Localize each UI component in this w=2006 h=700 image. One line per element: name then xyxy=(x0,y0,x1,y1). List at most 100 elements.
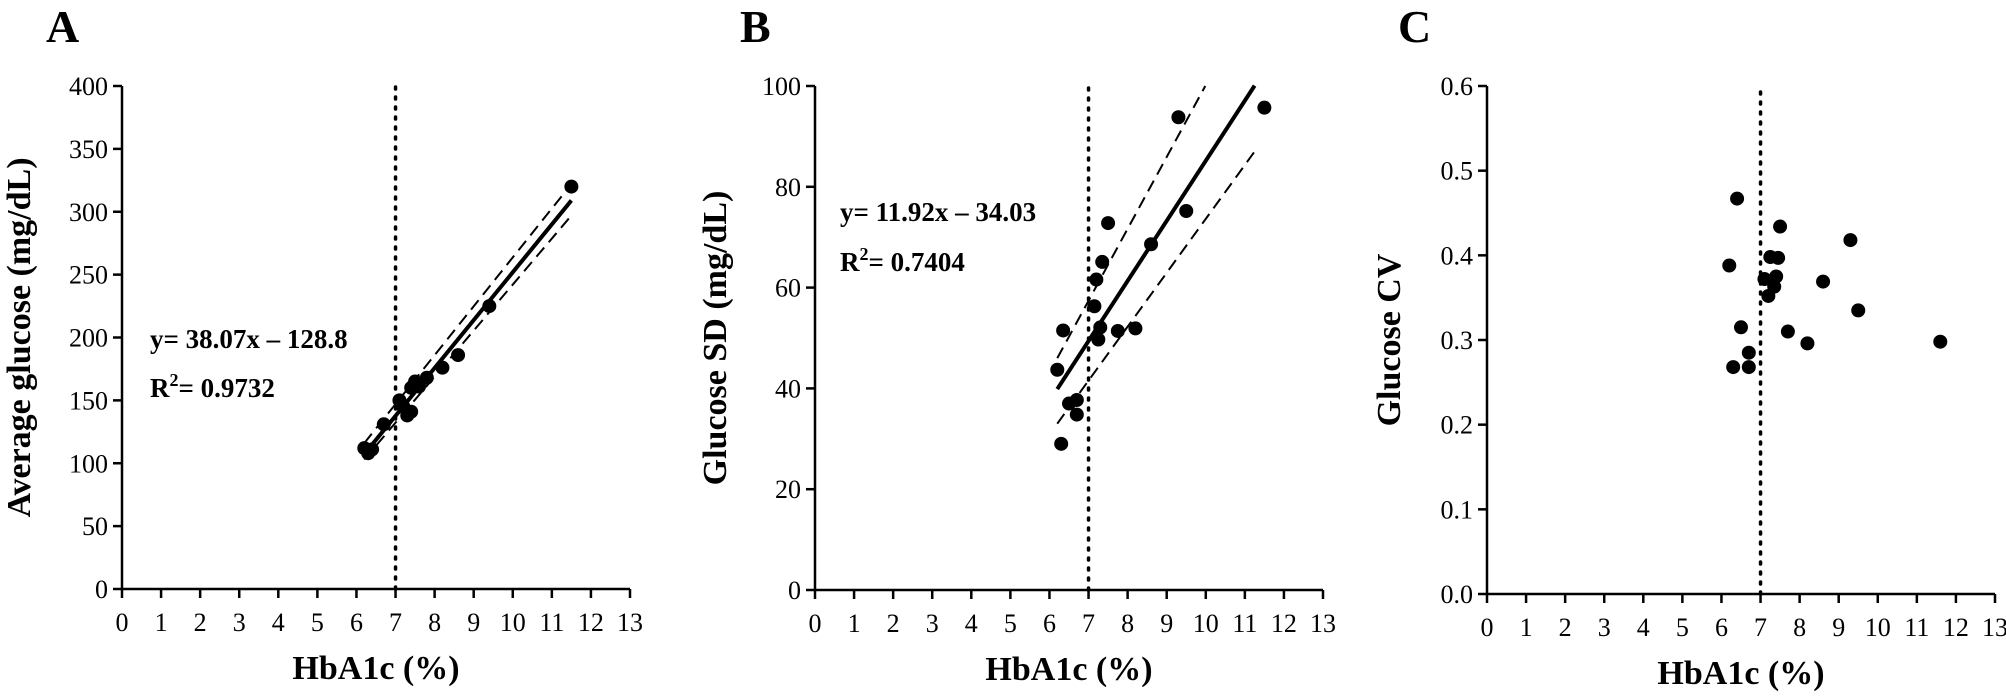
panel-c: C0.00.10.20.30.40.50.60 1 2 3 4 5 6 7 8 9 10 11 12 13… xyxy=(1371,1,2006,692)
x-tick-label: 2 xyxy=(194,608,207,637)
data-point xyxy=(1095,254,1110,269)
data-point xyxy=(435,360,450,375)
x-tick-label: 10 xyxy=(1865,613,1891,642)
x-tick-label: 2 xyxy=(1559,613,1572,642)
y-tick-label: 0.5 xyxy=(1441,157,1474,186)
x-tick-label: 5 xyxy=(1676,613,1689,642)
r-squared-letter: R xyxy=(840,247,860,277)
ci-upper-line xyxy=(1056,85,1207,359)
y-tick-label: 350 xyxy=(69,135,108,164)
x-axis-title: HbA1c (%) xyxy=(985,651,1152,688)
x-tick-label: 0 xyxy=(1481,613,1494,642)
x-tick-label: 8 xyxy=(1793,613,1806,642)
x-tick-label: 9 xyxy=(1832,613,1845,642)
y-tick-label: 400 xyxy=(69,72,108,101)
data-point xyxy=(1851,303,1866,318)
data-point xyxy=(1144,237,1159,252)
x-tick-label: 1 xyxy=(848,609,861,638)
y-tick-label: 0.4 xyxy=(1441,241,1474,270)
x-tick-label: 13 xyxy=(1310,609,1336,638)
x-tick-label: 3 xyxy=(233,608,246,637)
data-point xyxy=(1179,203,1194,218)
y-tick-label: 150 xyxy=(69,386,108,415)
y-tick-label: 0.1 xyxy=(1441,495,1474,524)
data-point xyxy=(1933,334,1948,349)
data-point xyxy=(1054,436,1069,451)
x-tick-label: 12 xyxy=(1271,609,1297,638)
x-tick-label: 4 xyxy=(965,609,978,638)
y-tick-label: 0 xyxy=(95,575,108,604)
regression-equation: y= 11.92x – 34.03 xyxy=(840,197,1036,227)
x-tick-label: 5 xyxy=(1004,609,1017,638)
panel-label: A xyxy=(46,1,79,52)
r-squared-value: = 0.7404 xyxy=(869,247,965,277)
x-tick-label: 9 xyxy=(467,608,480,637)
data-point xyxy=(1101,216,1116,231)
x-tick-label: 5 xyxy=(311,608,324,637)
y-tick-label: 0.6 xyxy=(1441,72,1474,101)
x-tick-label: 12 xyxy=(578,608,604,637)
data-point xyxy=(1730,191,1745,206)
y-tick-label: 100 xyxy=(762,72,801,101)
data-point xyxy=(1257,100,1272,115)
data-point xyxy=(1128,321,1143,336)
y-tick-label: 200 xyxy=(69,324,108,353)
y-tick-label: 20 xyxy=(775,475,801,504)
data-point xyxy=(365,442,380,457)
x-tick-label: 4 xyxy=(272,608,285,637)
panel-label: B xyxy=(740,1,771,52)
data-point xyxy=(1816,274,1831,289)
x-tick-label: 8 xyxy=(428,608,441,637)
regression-equation: y= 38.07x – 128.8 xyxy=(150,324,348,354)
data-point xyxy=(404,404,419,419)
data-point xyxy=(1093,320,1108,335)
y-axis-title: Average glucose (mg/dL) xyxy=(1,157,38,517)
data-point xyxy=(376,417,391,432)
data-point xyxy=(1171,110,1186,125)
x-tick-label: 10 xyxy=(1193,609,1219,638)
y-tick-label: 60 xyxy=(775,274,801,303)
x-tick-label: 9 xyxy=(1160,609,1173,638)
x-tick-label: 1 xyxy=(155,608,168,637)
data-point xyxy=(1091,332,1106,347)
x-tick-label: 7 xyxy=(389,608,402,637)
data-point xyxy=(1741,360,1756,375)
data-point xyxy=(1843,233,1858,248)
data-point xyxy=(1741,345,1756,360)
y-tick-label: 0.0 xyxy=(1441,580,1474,609)
x-tick-label: 3 xyxy=(1598,613,1611,642)
x-tick-label: 0 xyxy=(809,609,822,638)
x-tick-label: 1 xyxy=(1520,613,1533,642)
y-tick-label: 40 xyxy=(775,374,801,403)
x-tick-label: 11 xyxy=(1904,613,1929,642)
data-point xyxy=(1769,269,1784,284)
x-tick-label: 7 xyxy=(1754,613,1767,642)
data-point xyxy=(1800,336,1815,351)
data-point xyxy=(1780,324,1795,339)
x-tick-label: 2 xyxy=(887,609,900,638)
y-tick-label: 0.2 xyxy=(1441,411,1474,440)
r-squared-exponent: 2 xyxy=(860,244,869,264)
data-point xyxy=(1757,272,1772,287)
data-point xyxy=(1110,323,1125,338)
y-tick-label: 50 xyxy=(82,512,108,541)
data-point xyxy=(482,299,497,314)
x-tick-label: 3 xyxy=(926,609,939,638)
y-tick-label: 80 xyxy=(775,173,801,202)
x-tick-label: 13 xyxy=(617,608,643,637)
x-tick-label: 13 xyxy=(1982,613,2006,642)
x-tick-label: 12 xyxy=(1943,613,1969,642)
r-squared-letter: R xyxy=(150,373,170,403)
r-squared-label: R2= 0.9732 xyxy=(150,370,275,403)
y-tick-label: 250 xyxy=(69,261,108,290)
data-point xyxy=(1771,250,1786,265)
data-point xyxy=(1056,323,1071,338)
x-tick-label: 7 xyxy=(1082,609,1095,638)
x-tick-label: 10 xyxy=(500,608,526,637)
x-tick-label: 11 xyxy=(1232,609,1257,638)
data-point xyxy=(1722,258,1737,273)
data-point xyxy=(1726,360,1741,375)
